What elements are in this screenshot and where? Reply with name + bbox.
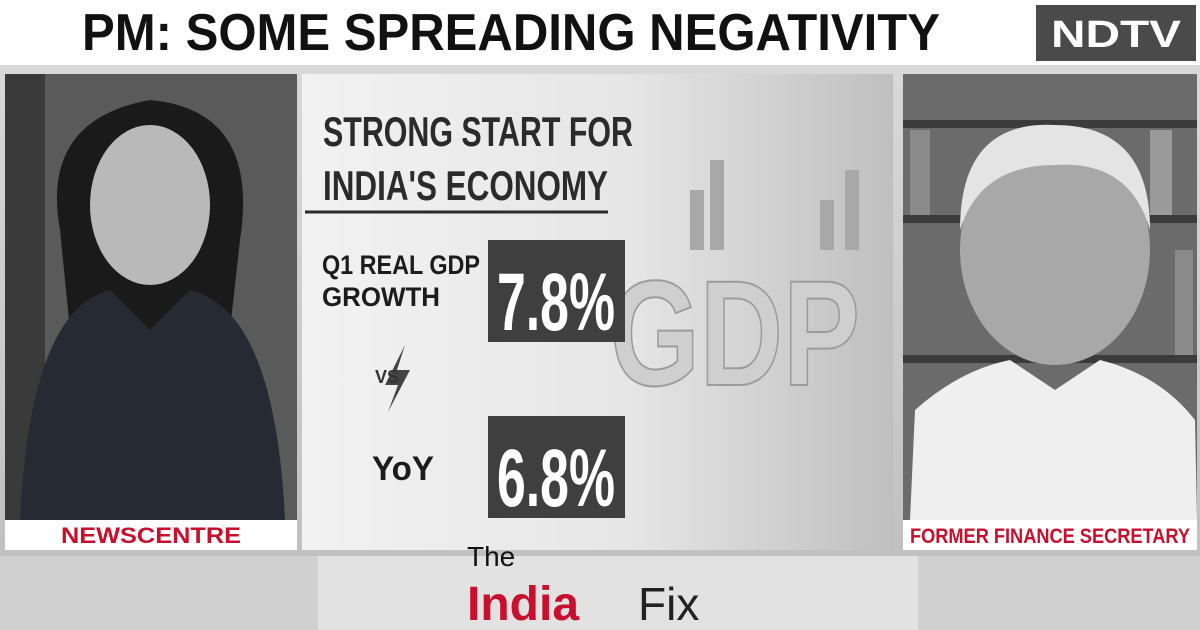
vs-bolt	[385, 345, 410, 412]
logo-box	[1036, 5, 1196, 61]
header-bar	[0, 0, 1200, 65]
bar-decoration	[690, 160, 859, 250]
logo: NDTV	[1051, 14, 1182, 56]
label-bar	[903, 520, 1197, 550]
row-value: 7.8%	[497, 257, 615, 348]
right-label: FORMER FINANCE SECRETARY	[910, 525, 1190, 548]
row-label: YoY	[372, 450, 434, 488]
brand-top: The	[467, 541, 515, 572]
shirt	[910, 360, 1197, 520]
face	[960, 135, 1150, 365]
footer-center	[318, 556, 918, 630]
row-value: 6.8%	[497, 433, 615, 524]
left-label: NEWSCENTRE	[61, 523, 241, 548]
value-box	[488, 240, 625, 342]
value-box	[488, 416, 625, 518]
graphic-title: INDIA'S ECONOMY	[323, 162, 608, 209]
row-label: GROWTH	[322, 282, 440, 312]
graphic-title: STRONG START FOR	[323, 108, 633, 155]
jacket	[20, 290, 285, 520]
label-bar	[5, 520, 297, 550]
row-label: Q1 REAL GDP	[322, 250, 480, 280]
versus: VS	[375, 367, 399, 387]
hair	[960, 124, 1150, 230]
headline: PM: SOME SPREADING NEGATIVITY	[82, 4, 940, 62]
brand-end: Fix	[638, 578, 699, 630]
face	[90, 125, 210, 285]
brand-main: India	[467, 578, 579, 630]
gdp-backdrop: GDP	[610, 249, 860, 417]
